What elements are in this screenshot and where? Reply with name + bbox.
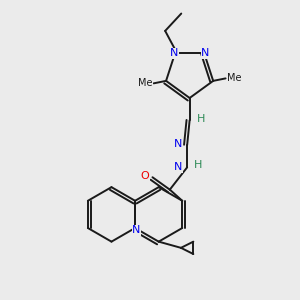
Text: N: N: [174, 139, 183, 149]
Text: O: O: [141, 171, 149, 181]
Text: N: N: [201, 48, 210, 58]
Text: N: N: [169, 48, 178, 58]
Text: Me: Me: [227, 74, 242, 83]
Text: H: H: [194, 160, 202, 170]
Text: Me: Me: [138, 78, 152, 88]
Text: H: H: [196, 114, 205, 124]
Text: N: N: [174, 162, 183, 172]
Text: N: N: [132, 226, 140, 236]
